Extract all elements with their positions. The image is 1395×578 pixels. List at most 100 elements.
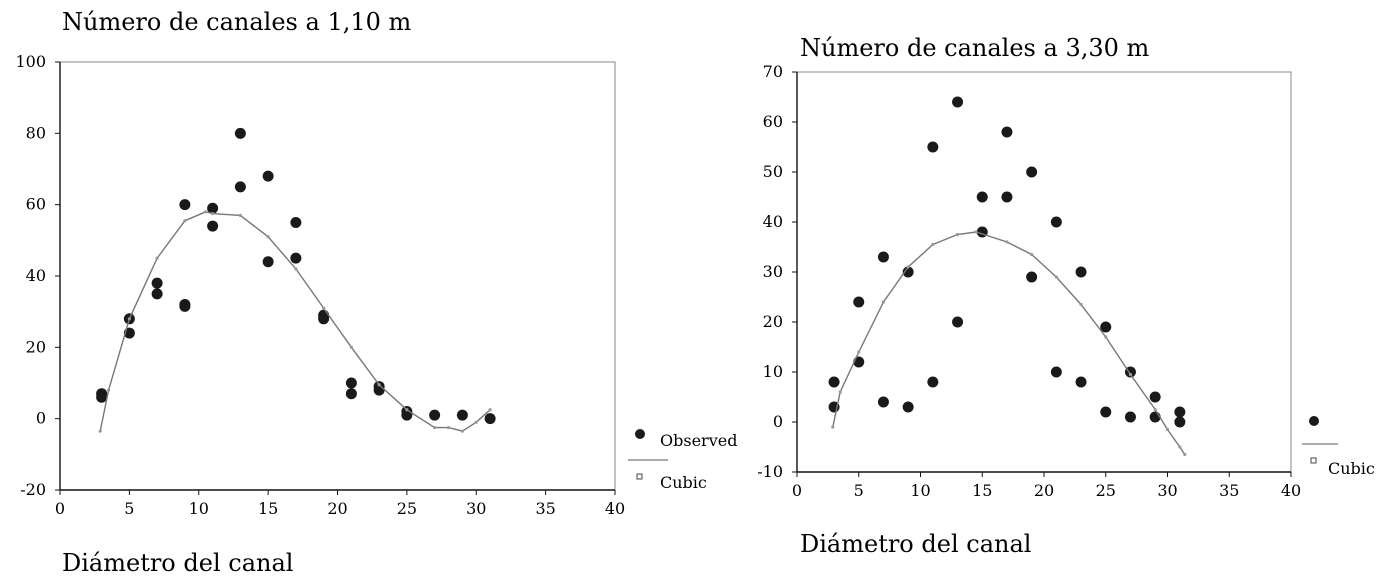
right-cubic-point — [857, 350, 860, 353]
left-observed-point — [152, 278, 163, 289]
right-observed-point — [1174, 417, 1185, 428]
left-observed-point — [429, 410, 440, 421]
right-cubic-point — [1166, 428, 1169, 431]
left-x-tick-label: 15 — [258, 499, 278, 518]
left-cubic-point — [204, 210, 207, 213]
right-x-tick-label: 25 — [1096, 481, 1116, 500]
left-plot-marks: 0 5 10 15 20 25 30 35 40 -20 0 20 40 60 80 100 — [15, 52, 625, 518]
legend-cubic-label: Cubic — [660, 473, 707, 492]
right-observed-point — [1150, 392, 1161, 403]
left-x-tick-label: 10 — [189, 499, 209, 518]
right-observed-point — [952, 317, 963, 328]
left-observed-point — [485, 413, 496, 424]
right-y-tick-label: 20 — [763, 312, 783, 331]
right-observed-point — [829, 377, 840, 388]
right-cubic-point — [1104, 335, 1107, 338]
right-observed-point — [927, 377, 938, 388]
left-cubic-point — [433, 426, 436, 429]
right-y-tick-label: 0 — [773, 412, 783, 431]
right-y-tick-label: 10 — [763, 362, 783, 381]
left-cubic-point — [322, 307, 325, 310]
left-cubic-point — [461, 430, 464, 433]
legend-right-cubic-label: Cubic — [1328, 459, 1375, 478]
left-y-tick-label: 0 — [36, 409, 46, 428]
left-observed-point — [318, 313, 329, 324]
left-observed-point — [346, 388, 357, 399]
legend-observed-label: Observed — [660, 431, 737, 450]
left-observed-point — [346, 378, 357, 389]
left-cubic-point — [475, 421, 478, 424]
right-observed-point — [878, 397, 889, 408]
right-y-tick-label: -10 — [757, 462, 783, 481]
right-cubic-point — [1178, 445, 1181, 448]
left-observed-point — [235, 128, 246, 139]
left-observed-point — [235, 181, 246, 192]
left-observed-point — [179, 301, 190, 312]
left-cubic-point — [378, 383, 381, 386]
left-observed-point — [96, 392, 107, 403]
right-observed-point — [878, 252, 889, 263]
legend-cubic-marker — [637, 474, 642, 479]
left-x-axis-label: Diámetro del canal — [62, 549, 293, 577]
left-cubic-point — [294, 267, 297, 270]
left-cubic-point — [211, 212, 214, 215]
right-x-tick-label: 20 — [1034, 481, 1054, 500]
left-y-tick-label: 100 — [15, 52, 46, 71]
left-cubic-point — [267, 235, 270, 238]
left-chart-title: Número de canales a 1,10 m — [62, 8, 412, 36]
right-observed-point — [952, 97, 963, 108]
left-observed-point — [263, 171, 274, 182]
right-observed-point — [1051, 367, 1062, 378]
left-observed-point — [290, 217, 301, 228]
right-x-axis-label: Diámetro del canal — [800, 530, 1031, 558]
right-cubic-point — [1079, 303, 1082, 306]
left-observed-point — [290, 253, 301, 264]
right-observed-point — [1076, 377, 1087, 388]
right-y-tick-label: 40 — [763, 212, 783, 231]
left-observed-point — [457, 410, 468, 421]
right-x-tick-label: 0 — [792, 481, 802, 500]
left-x-tick-label: 0 — [55, 499, 65, 518]
left-cubic-point — [489, 408, 492, 411]
left-cubic-point — [128, 317, 131, 320]
left-x-tick-label: 20 — [327, 499, 347, 518]
right-x-tick-label: 15 — [972, 481, 992, 500]
left-cubic-point — [99, 430, 102, 433]
left-plot-frame — [60, 62, 615, 490]
left-cubic-point — [350, 346, 353, 349]
legend-observed-marker — [635, 429, 645, 439]
left-observed-point — [179, 199, 190, 210]
right-plot-marks: 0 5 10 15 20 25 30 35 40 -10 0 10 20 30 40 50 60 70 — [757, 62, 1301, 500]
right-y-tick-label: 30 — [763, 262, 783, 281]
right-observed-point — [927, 142, 938, 153]
right-plot-frame — [797, 72, 1291, 472]
left-observed-point — [152, 288, 163, 299]
right-cubic-point — [1005, 240, 1008, 243]
left-cubic-point — [156, 257, 159, 260]
right-cubic-point — [1129, 373, 1132, 376]
right-cubic-point — [839, 390, 842, 393]
left-cubic-point — [183, 219, 186, 222]
right-observed-point — [1051, 217, 1062, 228]
right-observed-point — [903, 402, 914, 413]
left-x-tick-label: 5 — [124, 499, 134, 518]
right-observed-point — [1001, 192, 1012, 203]
right-y-tick-label: 60 — [763, 112, 783, 131]
right-observed-point — [1100, 407, 1111, 418]
left-y-tick-label: 80 — [26, 123, 46, 142]
right-cubic-point — [974, 230, 977, 233]
right-cubic-point — [1154, 408, 1157, 411]
left-x-tick-label: 30 — [466, 499, 486, 518]
left-cubic-point — [447, 426, 450, 429]
left-y-tick-label: 40 — [26, 266, 46, 285]
left-y-tick-label: 20 — [26, 337, 46, 356]
left-observed-point — [207, 221, 218, 232]
right-x-tick-label: 35 — [1219, 481, 1239, 500]
right-x-tick-label: 5 — [854, 481, 864, 500]
right-y-tick-label: 70 — [763, 62, 783, 81]
right-cubic-point — [1055, 275, 1058, 278]
legend-right-observed-marker — [1309, 416, 1319, 426]
right-cubic-point — [831, 425, 834, 428]
right-x-tick-label: 10 — [910, 481, 930, 500]
